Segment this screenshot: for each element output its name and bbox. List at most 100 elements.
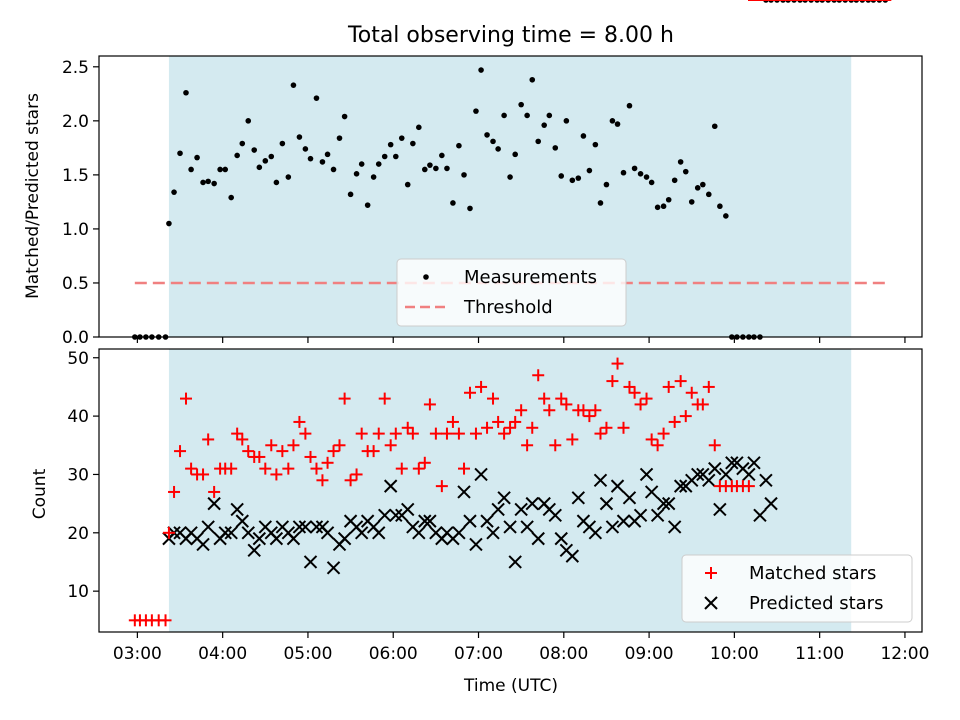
predicted-star-point [196, 537, 210, 552]
x-axis-label: Time (UTC) [463, 676, 558, 696]
measurement-point [575, 175, 582, 181]
chart-title: Total observing time = 8.00 h [347, 23, 674, 48]
predicted-star-point [486, 526, 500, 540]
matched-star-point [372, 427, 385, 440]
matched-star-point [583, 410, 596, 423]
measurement-point [183, 89, 189, 96]
y-tick-label: 30 [67, 465, 89, 485]
matched-star-point [179, 392, 192, 405]
predicted-star-point [616, 514, 631, 528]
matched-star-point [168, 485, 181, 498]
bottom-x-ticks: 03:00 04:00 05:00 06:00 07:00 08:00 09:00 10:00… [113, 632, 929, 664]
predicted-star-point [610, 479, 625, 493]
predicted-star-point [326, 561, 341, 575]
matched-star-point [458, 462, 471, 475]
matched-star-point [555, 392, 568, 405]
predicted-star-point [599, 496, 614, 511]
matched-star-point [504, 421, 517, 434]
measurement-point [279, 140, 286, 147]
matched-star-point [265, 439, 278, 452]
measurement-point [290, 82, 297, 88]
predicted-star-point [690, 467, 705, 482]
matched-star-point [606, 375, 619, 388]
matched-star-point [236, 433, 249, 446]
x-tick-label: 03:00 [113, 644, 162, 664]
measurement-point [688, 199, 695, 205]
matched-star-point [367, 445, 380, 458]
top-axes-frame [98, 55, 923, 338]
measurement-point [473, 108, 479, 114]
measurement-point [648, 179, 655, 186]
matched-star-point [440, 427, 453, 440]
measurement-point [427, 162, 433, 168]
measurement-point [558, 173, 565, 179]
y-tick-label: 2.5 [62, 58, 89, 78]
matched-star-point [589, 404, 602, 417]
measurement-point [563, 118, 570, 124]
predicted-star-point [747, 456, 761, 470]
matched-star-point [435, 480, 448, 493]
measurement-point [665, 196, 672, 203]
top-legend: Measurements Threshold [396, 258, 627, 327]
predicted-star-point [292, 520, 307, 534]
y-tick-label: 10 [67, 582, 89, 602]
matched-star-point [452, 427, 465, 440]
predicted-star-point [708, 461, 722, 476]
measurement-point [416, 124, 422, 131]
predicted-star-point [742, 467, 756, 482]
matched-star-point [742, 480, 755, 493]
matched-star-point [651, 439, 664, 452]
measurement-points [132, 0, 889, 340]
measurement-point [387, 141, 394, 148]
measurement-point [512, 151, 518, 158]
predicted-star-point [235, 514, 249, 528]
predicted-star-point [412, 526, 426, 540]
measurement-point [324, 151, 331, 158]
measurement-point [484, 132, 490, 138]
predicted-star-point [474, 467, 488, 482]
matched-star-point [685, 386, 698, 399]
measurement-point [245, 118, 252, 124]
measurement-point [700, 181, 706, 188]
matched-star-point [708, 439, 721, 452]
measurement-point [723, 213, 729, 219]
matched-star-point [509, 415, 522, 428]
matched-star-point [492, 415, 505, 428]
measurement-point [637, 171, 644, 177]
measurement-point [217, 166, 223, 173]
matched-star-point [674, 375, 687, 388]
predicted-star-point [372, 526, 386, 540]
predicted-star-point [525, 496, 539, 511]
predicted-star-point [201, 520, 215, 534]
measurement-point [205, 178, 211, 185]
predicted-star-point [753, 508, 767, 523]
top-legend-box [396, 258, 627, 327]
predicted-star-point [247, 543, 261, 558]
matched-star-point [253, 450, 266, 463]
predicted-star-point [457, 485, 471, 499]
matched-star-point [423, 398, 436, 411]
matched-star-point [429, 427, 442, 440]
measurement-point [546, 112, 553, 119]
bottom-legend: Matched stars Predicted stars [681, 554, 913, 623]
measurement-point [171, 189, 177, 195]
measurement-point [347, 191, 354, 198]
measurement-point [381, 153, 388, 160]
measurement-point [456, 142, 462, 149]
measurement-point [302, 146, 309, 152]
measurement-point [336, 135, 343, 141]
matched-star-point [566, 433, 579, 446]
matched-star-point [498, 427, 511, 440]
x-tick-label: 11:00 [795, 644, 844, 664]
y-tick-label: 20 [67, 524, 89, 544]
measurement-point [268, 153, 275, 160]
matched-star-point [185, 462, 198, 475]
measurement-point [518, 101, 524, 108]
matched-star-point [543, 404, 556, 417]
matched-star-point [174, 445, 187, 458]
measurement-point [177, 150, 183, 157]
predicted-star-point [469, 537, 483, 552]
matched-star-point [487, 392, 500, 405]
predicted-star-point [218, 526, 232, 540]
predicted-star-point [548, 508, 562, 523]
